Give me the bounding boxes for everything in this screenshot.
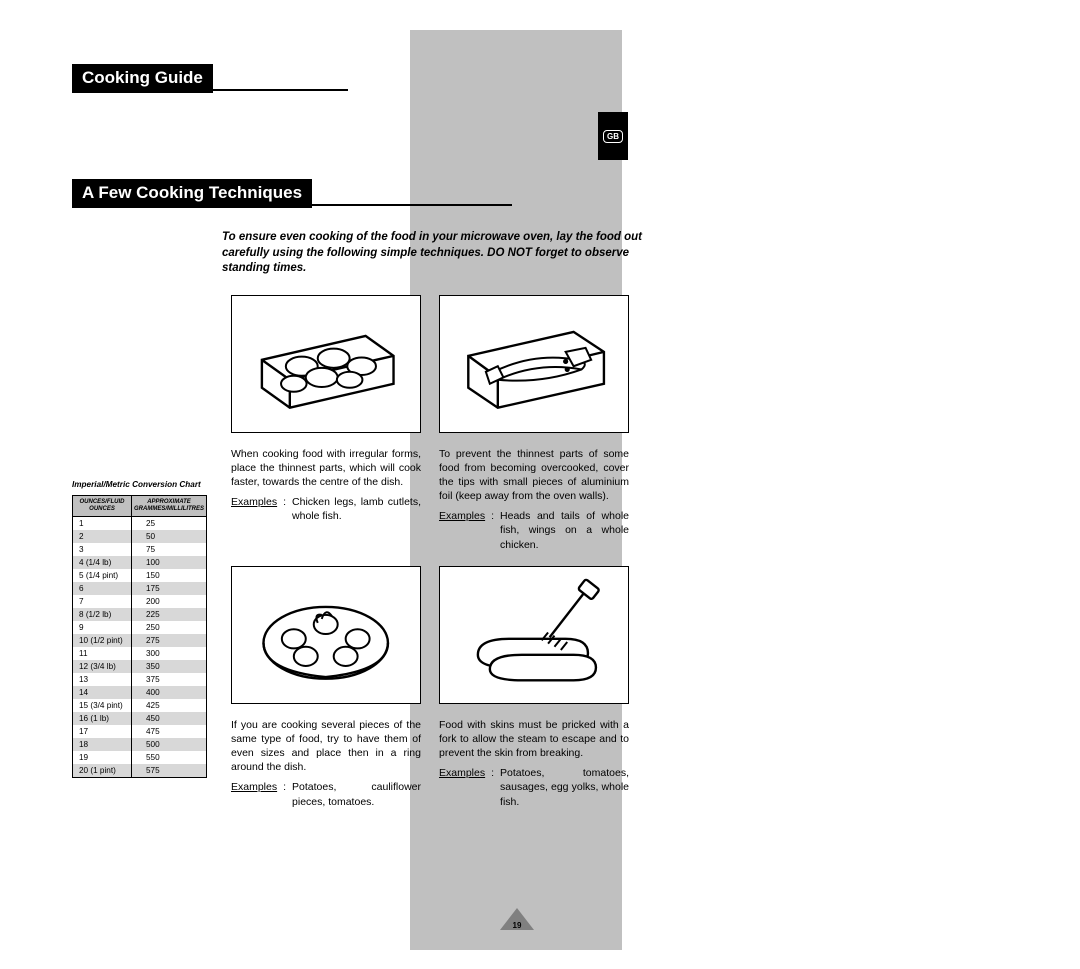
examples-label: Examples xyxy=(231,780,277,808)
conv-cell-gm: 550 xyxy=(132,751,207,764)
conv-cell-oz: 1 xyxy=(73,516,132,530)
conv-cell-gm: 300 xyxy=(132,647,207,660)
conv-cell-gm: 175 xyxy=(132,582,207,595)
table-row: 375 xyxy=(73,543,207,556)
conv-cell-gm: 250 xyxy=(132,621,207,634)
tip-1: When cooking food with irregular forms, … xyxy=(231,447,421,552)
table-row: 250 xyxy=(73,530,207,543)
conv-cell-gm: 475 xyxy=(132,725,207,738)
conv-cell-oz: 15 (3/4 pint) xyxy=(73,699,132,712)
tip-4: Food with skins must be pricked with a f… xyxy=(439,718,629,809)
conv-cell-gm: 50 xyxy=(132,530,207,543)
table-row: 14400 xyxy=(73,686,207,699)
conv-cell-oz: 9 xyxy=(73,621,132,634)
conv-cell-gm: 200 xyxy=(132,595,207,608)
conv-cell-gm: 575 xyxy=(132,764,207,778)
conv-cell-gm: 425 xyxy=(132,699,207,712)
conv-cell-oz: 19 xyxy=(73,751,132,764)
conv-header-grammes: APPROXIMATE GRAMMES/MILLILITRES xyxy=(132,495,207,516)
tip-4-examples: Potatoes, tomatoes, sausages, egg yolks,… xyxy=(500,766,629,809)
table-row: 15 (3/4 pint)425 xyxy=(73,699,207,712)
examples-label: Examples xyxy=(231,495,277,523)
table-row: 9250 xyxy=(73,621,207,634)
conv-cell-oz: 12 (3/4 lb) xyxy=(73,660,132,673)
title-underline xyxy=(213,89,348,91)
illustration-ring-arrangement xyxy=(231,566,421,704)
tip-3-examples: Potatoes, cauliflower pieces, tomatoes. xyxy=(292,780,421,808)
conv-cell-oz: 6 xyxy=(73,582,132,595)
table-row: 19550 xyxy=(73,751,207,764)
page-footer-arrow: 19 xyxy=(500,908,534,939)
examples-label: Examples xyxy=(439,766,485,809)
conv-cell-oz: 3 xyxy=(73,543,132,556)
table-row: 8 (1/2 lb)225 xyxy=(73,608,207,621)
conv-cell-gm: 225 xyxy=(132,608,207,621)
subtitle-row: A Few Cooking Techniques xyxy=(72,179,1008,208)
conv-cell-gm: 275 xyxy=(132,634,207,647)
conv-cell-oz: 13 xyxy=(73,673,132,686)
page-content: Cooking Guide A Few Cooking Techniques T… xyxy=(0,0,1080,839)
table-row: 7200 xyxy=(73,595,207,608)
conversion-column: Imperial/Metric Conversion Chart OUNCES/… xyxy=(72,480,207,809)
conv-cell-gm: 500 xyxy=(132,738,207,751)
conv-cell-gm: 150 xyxy=(132,569,207,582)
conv-cell-gm: 100 xyxy=(132,556,207,569)
table-row: 20 (1 pint)575 xyxy=(73,764,207,778)
table-row: 4 (1/4 lb)100 xyxy=(73,556,207,569)
title-row: Cooking Guide xyxy=(72,64,1008,93)
conv-cell-oz: 16 (1 lb) xyxy=(73,712,132,725)
table-row: 10 (1/2 pint)275 xyxy=(73,634,207,647)
content-grid: Imperial/Metric Conversion Chart OUNCES/… xyxy=(72,295,1008,809)
page-title: Cooking Guide xyxy=(72,64,213,93)
conv-cell-oz: 7 xyxy=(73,595,132,608)
table-row: 125 xyxy=(73,516,207,530)
conv-cell-gm: 400 xyxy=(132,686,207,699)
tip-2-examples: Heads and tails of whole fish, wings on … xyxy=(500,509,629,552)
conv-cell-oz: 11 xyxy=(73,647,132,660)
tip-3-text: If you are cooking several pieces of the… xyxy=(231,719,421,774)
page-subtitle: A Few Cooking Techniques xyxy=(72,179,312,208)
conv-cell-gm: 25 xyxy=(132,516,207,530)
table-row: 11300 xyxy=(73,647,207,660)
tip-1-text: When cooking food with irregular forms, … xyxy=(231,448,421,488)
table-row: 17475 xyxy=(73,725,207,738)
conv-cell-gm: 450 xyxy=(132,712,207,725)
conv-cell-oz: 5 (1/4 pint) xyxy=(73,569,132,582)
conv-cell-oz: 10 (1/2 pint) xyxy=(73,634,132,647)
tip-2-text: To prevent the thinnest parts of some fo… xyxy=(439,448,629,503)
tip-1-examples: Chicken legs, lamb cutlets, whole fish. xyxy=(292,495,421,523)
conv-cell-oz: 8 (1/2 lb) xyxy=(73,608,132,621)
table-row: 16 (1 lb)450 xyxy=(73,712,207,725)
page-number: 19 xyxy=(500,921,534,930)
illustration-prick-skins xyxy=(439,566,629,704)
conversion-table: OUNCES/FLUID OUNCES APPROXIMATE GRAMMES/… xyxy=(72,495,207,778)
conv-cell-oz: 17 xyxy=(73,725,132,738)
tip-4-text: Food with skins must be pricked with a f… xyxy=(439,719,629,759)
conv-cell-gm: 75 xyxy=(132,543,207,556)
conv-cell-oz: 18 xyxy=(73,738,132,751)
conv-header-ounces: OUNCES/FLUID OUNCES xyxy=(73,495,132,516)
conv-cell-gm: 350 xyxy=(132,660,207,673)
conv-cell-oz: 2 xyxy=(73,530,132,543)
conv-cell-oz: 4 (1/4 lb) xyxy=(73,556,132,569)
table-row: 13375 xyxy=(73,673,207,686)
tip-2: To prevent the thinnest parts of some fo… xyxy=(439,447,629,552)
conv-cell-oz: 20 (1 pint) xyxy=(73,764,132,778)
table-row: 12 (3/4 lb)350 xyxy=(73,660,207,673)
table-row: 5 (1/4 pint)150 xyxy=(73,569,207,582)
illustration-foil-tips xyxy=(439,295,629,433)
table-row: 6175 xyxy=(73,582,207,595)
table-row: 18500 xyxy=(73,738,207,751)
conversion-caption: Imperial/Metric Conversion Chart xyxy=(72,480,207,489)
conv-cell-oz: 14 xyxy=(73,686,132,699)
conv-cell-gm: 375 xyxy=(132,673,207,686)
tip-3: If you are cooking several pieces of the… xyxy=(231,718,421,809)
illustration-irregular-food xyxy=(231,295,421,433)
examples-label: Examples xyxy=(439,509,485,552)
subtitle-underline xyxy=(312,204,512,206)
intro-text: To ensure even cooking of the food in yo… xyxy=(222,230,667,277)
tips-grid: When cooking food with irregular forms, … xyxy=(231,295,1008,809)
